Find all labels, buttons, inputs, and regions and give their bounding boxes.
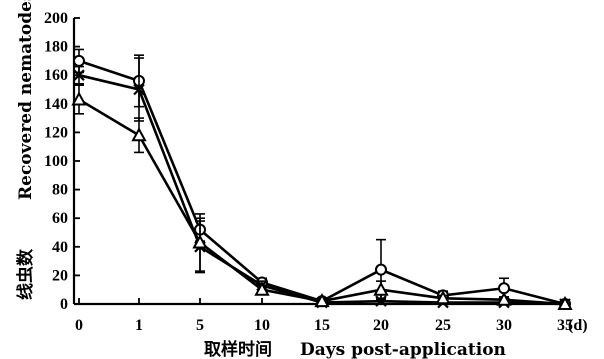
y-tick-label: 200: [44, 10, 68, 27]
y-tick-label: 40: [52, 239, 68, 256]
y-axis-title-cn: 线虫数: [15, 248, 36, 300]
data-point-triangle: [192, 234, 208, 249]
axes: [72, 18, 566, 306]
series-x: [73, 57, 571, 310]
x-tick-label: 0: [75, 317, 83, 334]
y-tick-label: 100: [44, 153, 68, 170]
x-tick-label: 10: [254, 317, 270, 334]
y-tick-label: 180: [44, 39, 68, 56]
x-unit-label: (d): [568, 317, 588, 334]
data-point-x: [73, 69, 85, 81]
x-axis-title-cn: 取样时间: [204, 339, 272, 359]
series-triangle: [71, 84, 573, 310]
series-group: [71, 48, 573, 310]
series-line: [78, 59, 566, 306]
y-tick-label: 120: [44, 124, 68, 141]
y-tick-label: 140: [44, 96, 68, 113]
series-circle: [73, 48, 571, 310]
data-point-x: [133, 83, 145, 96]
data-point-triangle: [71, 91, 87, 106]
x-tick-label: 30: [496, 317, 512, 334]
data-point-triangle: [496, 291, 512, 306]
y-axis-title: Recovered nematodes: [16, 0, 36, 200]
data-point-triangle: [373, 281, 389, 296]
data-point-triangle: [557, 295, 573, 310]
y-tick-label: 160: [44, 67, 68, 84]
data-point-circle: [73, 54, 85, 67]
x-tick-label: 15: [314, 317, 330, 334]
x-ticks: 0 1 5 10 15 20 25 30 35: [75, 298, 573, 334]
x-tick-label: 1: [135, 317, 143, 334]
x-tick-label: 5: [196, 317, 204, 334]
data-point-triangle: [435, 290, 451, 305]
x-axis-title: Days post-application: [300, 340, 506, 359]
x-tick-label: 25: [435, 317, 451, 334]
x-tick-label: 35: [557, 317, 573, 334]
data-point-triangle: [254, 281, 270, 296]
y-tick-label: 0: [60, 296, 68, 313]
series-line: [78, 98, 566, 306]
x-tick-label: 20: [373, 317, 389, 334]
data-point-triangle: [131, 127, 147, 142]
y-tick-label: 20: [52, 267, 68, 284]
data-point-circle: [375, 263, 387, 276]
data-point-triangle: [314, 293, 330, 308]
y-tick-label: 60: [52, 210, 68, 227]
y-tick-label: 80: [52, 182, 68, 199]
